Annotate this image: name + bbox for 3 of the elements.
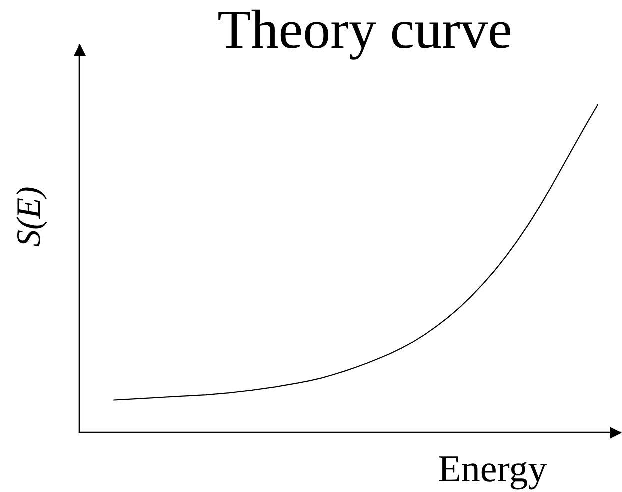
y-axis-title: S(E): [11, 186, 48, 248]
x-axis-title: Energy: [438, 448, 548, 491]
chart-title: Theory curve: [218, 0, 512, 60]
